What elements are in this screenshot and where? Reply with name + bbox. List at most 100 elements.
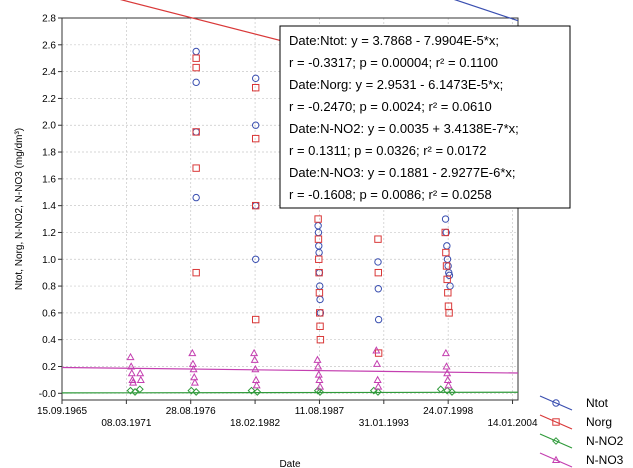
annotation-line-norg-eq: Date:Norg: y = 2.9531 - 6.1473E-5*x; bbox=[289, 77, 503, 92]
plot-area bbox=[61, 17, 519, 401]
x-tick-label: 15.09.1965 bbox=[37, 406, 87, 417]
y-axis-ticks: -0.0 0.2 0.4 0.6 0.8 1.0 1.2 1.4 1.6 1.8 2.0 2.2 2.4… bbox=[39, 14, 62, 400]
legend-label-n-no2: N-NO2 bbox=[586, 434, 624, 448]
annotation-line-no3-stats: r = -0.1608; p = 0.0086; r² = 0.0258 bbox=[289, 187, 492, 202]
point-ntot bbox=[251, 255, 260, 263]
y-tick-label: 2.4 bbox=[42, 67, 56, 78]
point-n-no2 bbox=[192, 388, 201, 396]
point-norg bbox=[314, 215, 322, 223]
point-ntot bbox=[314, 222, 322, 230]
y-tick-label: 1.6 bbox=[42, 174, 56, 185]
point-ntot bbox=[316, 295, 324, 304]
point-norg bbox=[374, 268, 383, 277]
point-n-no2 bbox=[187, 386, 196, 395]
point-n-no3 bbox=[190, 378, 199, 386]
point-norg bbox=[251, 201, 260, 210]
y-tick-label: 2.6 bbox=[42, 40, 56, 51]
y-tick-label: 2.2 bbox=[42, 94, 56, 105]
point-n-no2 bbox=[436, 385, 445, 394]
x-tick-label: 14.01.2004 bbox=[487, 418, 537, 429]
point-n-no3 bbox=[188, 348, 197, 357]
point-n-no3 bbox=[126, 352, 135, 361]
annotation-line-norg-stats: r = -0.2470; p = 0.0024; r² = 0.0610 bbox=[289, 99, 492, 114]
point-n-no2 bbox=[247, 386, 256, 395]
y-tick-label: 2.0 bbox=[42, 121, 56, 132]
legend-marker-norg bbox=[552, 418, 560, 426]
x-tick-label: 18.02.1982 bbox=[230, 418, 280, 429]
point-ntot bbox=[192, 193, 200, 202]
point-ntot bbox=[443, 242, 451, 250]
point-norg bbox=[315, 289, 324, 297]
y-tick-label: -0.0 bbox=[39, 389, 57, 400]
point-norg bbox=[251, 315, 260, 324]
legend-marker-ntot bbox=[552, 399, 560, 407]
data-points bbox=[126, 47, 456, 396]
x-tick-label: 31.01.1993 bbox=[359, 418, 409, 429]
point-n-no3 bbox=[315, 375, 324, 383]
point-n-no2 bbox=[253, 388, 262, 396]
point-n-no2 bbox=[126, 386, 135, 395]
point-n-no2 bbox=[135, 385, 144, 394]
point-ntot bbox=[374, 315, 383, 324]
y-tick-label: 0.6 bbox=[42, 308, 56, 319]
point-n-no2 bbox=[443, 386, 452, 395]
point-n-no2 bbox=[374, 388, 382, 396]
point-n-no3 bbox=[250, 348, 259, 357]
point-norg bbox=[442, 248, 450, 257]
point-ntot bbox=[192, 78, 200, 87]
point-n-no3 bbox=[136, 375, 145, 383]
point-n-no3 bbox=[127, 368, 136, 377]
point-ntot bbox=[192, 47, 200, 56]
annotation-line-no2-stats: r = 0.1311; p = 0.0326; r² = 0.0172 bbox=[289, 143, 486, 158]
point-norg bbox=[251, 83, 260, 92]
annotation-line-ntot-eq: Date:Ntot: y = 3.7868 - 7.9904E-5*x; bbox=[289, 33, 499, 48]
point-n-no3 bbox=[251, 375, 261, 383]
point-ntot bbox=[251, 121, 260, 129]
point-n-no3 bbox=[190, 372, 199, 381]
legend-line-n-no2 bbox=[539, 433, 573, 449]
x-axis-label: Date bbox=[279, 459, 301, 468]
point-ntot bbox=[374, 285, 383, 293]
legend-line-ntot bbox=[539, 395, 573, 411]
annotation-box bbox=[279, 25, 571, 209]
point-n-no2 bbox=[448, 388, 456, 396]
point-norg bbox=[192, 128, 200, 136]
x-tick-label: 11.08.1987 bbox=[295, 406, 345, 417]
point-n-no3 bbox=[316, 382, 325, 390]
annotation-line-ntot-stats: r = -0.3317; p = 0.00004; r² = 0.1100 bbox=[289, 55, 498, 70]
annotation-line-no3-eq: Date:N-NO3: y = 0.1881 - 2.9277E-6*x; bbox=[289, 165, 516, 180]
annotation-line-no2-eq: Date:N-NO2: y = 0.0035 + 3.4138E-7*x; bbox=[289, 121, 519, 136]
point-norg bbox=[314, 235, 323, 243]
point-n-no3 bbox=[441, 348, 450, 357]
point-norg bbox=[316, 322, 324, 330]
point-norg bbox=[444, 289, 452, 297]
y-tick-label: 1.8 bbox=[42, 148, 56, 159]
y-tick-label: 1.2 bbox=[42, 228, 56, 239]
point-n-no3 bbox=[372, 359, 382, 367]
point-n-no3 bbox=[442, 362, 451, 370]
point-n-no3 bbox=[128, 375, 137, 383]
point-n-no2 bbox=[316, 388, 324, 396]
point-n-no3 bbox=[127, 362, 136, 370]
legend-label-norg: Norg bbox=[586, 415, 612, 429]
point-norg bbox=[192, 268, 200, 277]
point-norg bbox=[316, 335, 325, 344]
point-n-no3 bbox=[374, 382, 383, 390]
point-norg bbox=[315, 268, 323, 277]
point-norg bbox=[443, 275, 451, 284]
point-norg bbox=[442, 262, 451, 270]
point-ntot bbox=[192, 128, 200, 136]
point-n-no3 bbox=[252, 381, 261, 389]
fit-line-n-no3 bbox=[61, 366, 519, 374]
point-ntot bbox=[441, 215, 450, 223]
y-tick-label: 2.8 bbox=[42, 14, 56, 25]
y-axis-label: Ntot, Norg, N-NO2, N-NO3 (mg/dm³) bbox=[14, 128, 25, 290]
point-n-no3 bbox=[189, 364, 198, 373]
point-ntot bbox=[315, 242, 323, 250]
x-axis-ticks: 15.09.1965 28.08.1976 11.08.1987 24.07.1998… bbox=[37, 400, 538, 429]
point-n-no3 bbox=[443, 375, 452, 383]
point-n-no3 bbox=[444, 381, 453, 389]
point-ntot bbox=[445, 271, 454, 280]
x-tick-label: 24.07.1998 bbox=[423, 406, 473, 417]
